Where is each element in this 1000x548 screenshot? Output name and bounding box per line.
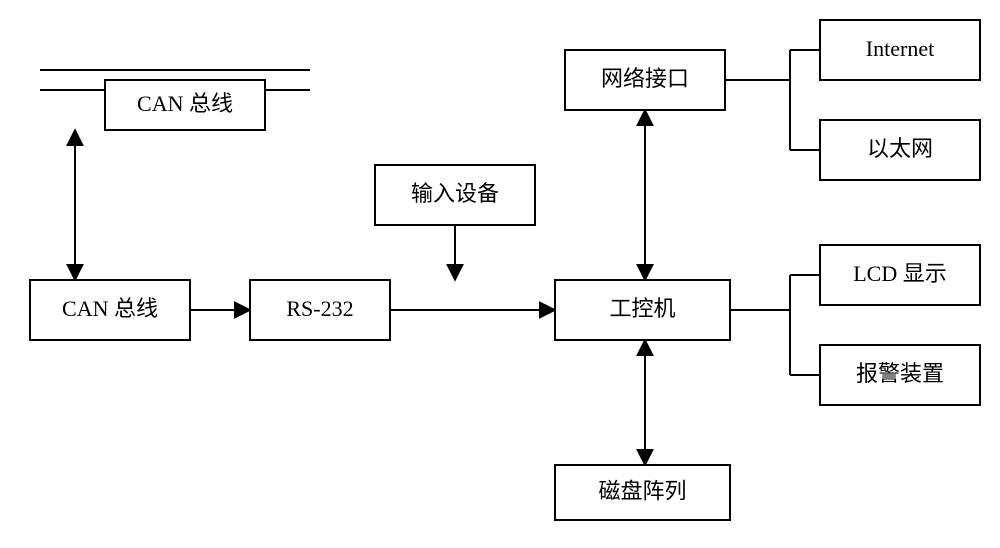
label-can_bus_left: CAN 总线 — [62, 296, 158, 321]
label-ethernet: 以太网 — [867, 136, 933, 161]
label-internet: Internet — [866, 36, 934, 61]
label-rs232: RS-232 — [286, 296, 353, 321]
label-alarm: 报警装置 — [856, 361, 944, 386]
label-net_if: 网络接口 — [601, 66, 689, 91]
label-can_bus_top: CAN 总线 — [137, 91, 233, 116]
label-disk: 磁盘阵列 — [598, 479, 686, 504]
label-input_dev: 输入设备 — [411, 181, 499, 206]
label-ipc: 工控机 — [609, 296, 675, 321]
label-lcd: LCD 显示 — [853, 261, 947, 286]
